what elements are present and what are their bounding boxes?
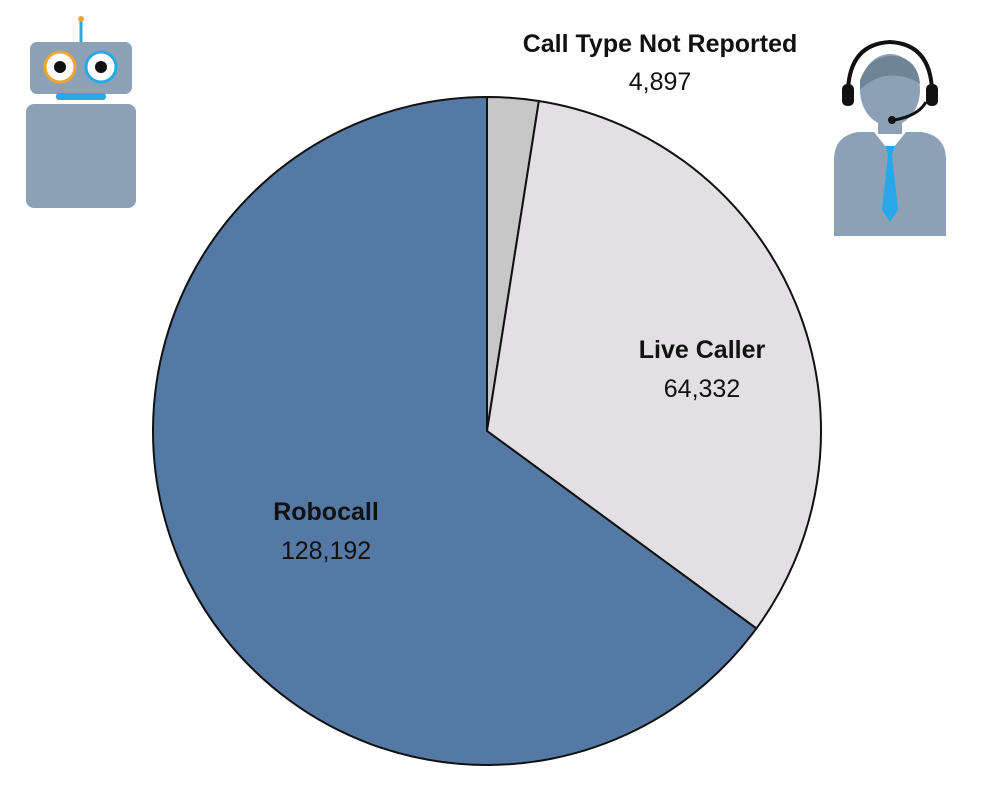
- slice-value-call-type-not-reported: 4,897: [629, 68, 692, 96]
- slice-label-call-type-not-reported: Call Type Not Reported: [523, 30, 798, 58]
- slice-value-live-caller: 64,332: [664, 375, 740, 403]
- call-center-agent-icon: [834, 40, 946, 236]
- pie-slice-robocall: [152, 95, 758, 766]
- robot-icon: [26, 16, 136, 208]
- slice-label-live-caller: Live Caller: [639, 336, 766, 364]
- pie-slice-live-caller: [485, 99, 822, 630]
- slice-label-robocall: Robocall: [273, 498, 379, 526]
- slice-value-robocall: 128,192: [281, 537, 371, 565]
